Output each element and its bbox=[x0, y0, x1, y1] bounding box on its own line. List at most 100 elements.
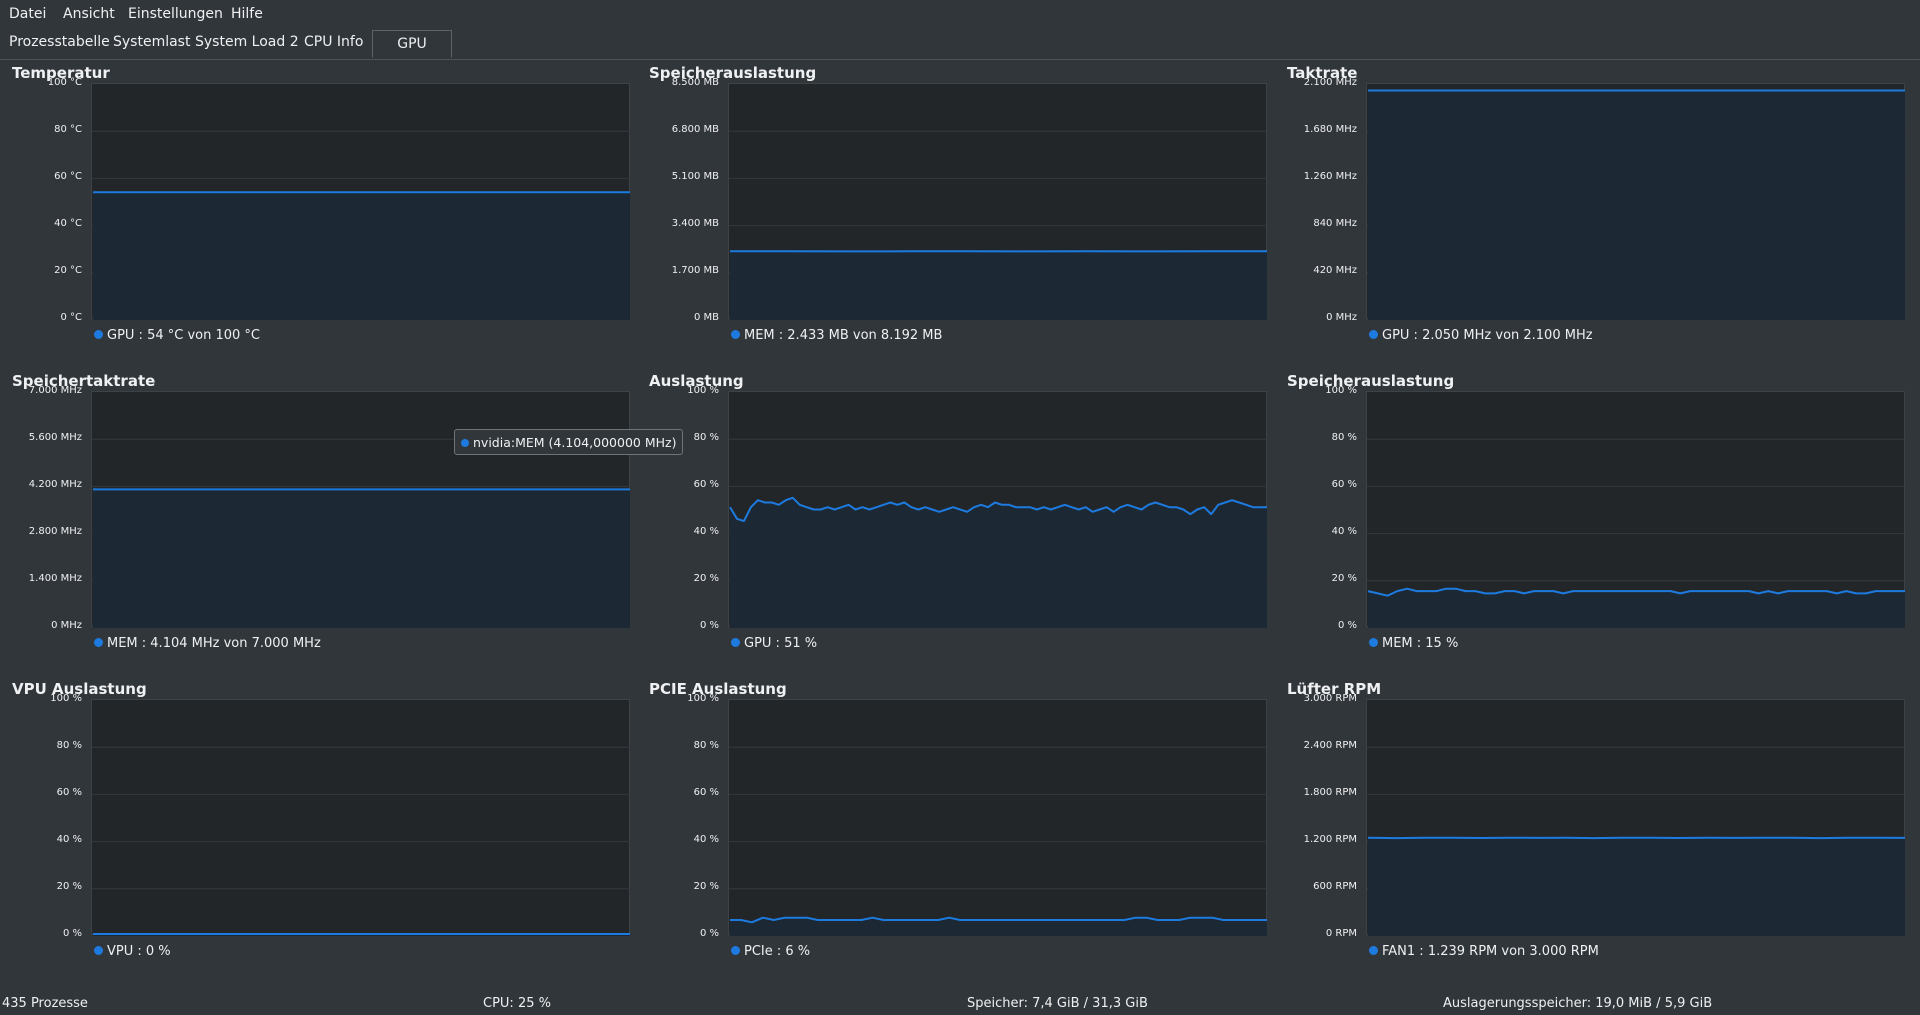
legend-text: MEM : 15 % bbox=[1382, 636, 1459, 651]
y-tick-label: 0 °C bbox=[60, 312, 82, 323]
y-tick-label: 60 °C bbox=[54, 171, 82, 182]
y-tick-label: 2.100 MHz bbox=[1303, 77, 1357, 88]
plot-area[interactable] bbox=[91, 83, 631, 320]
panel-title: Speicherauslastung bbox=[1287, 372, 1455, 390]
y-tick-label: 100 % bbox=[687, 693, 719, 704]
line-chart bbox=[92, 746, 631, 936]
y-tick-label: 1.400 MHz bbox=[28, 573, 82, 584]
tab-cpu-info[interactable]: CPU Info bbox=[304, 34, 364, 50]
legend-text: GPU : 2.050 MHz von 2.100 MHz bbox=[1382, 328, 1593, 343]
y-tick-label: 100 % bbox=[687, 385, 719, 396]
panel-title: Speichertaktrate bbox=[12, 372, 156, 390]
y-tick-label: 40 % bbox=[693, 526, 719, 537]
panel-title: Taktrate bbox=[1287, 64, 1358, 82]
line-chart bbox=[729, 746, 1268, 936]
series-line bbox=[729, 496, 1267, 523]
y-tick-label: 80 % bbox=[693, 432, 719, 443]
series-area bbox=[730, 251, 1267, 320]
series-area bbox=[93, 192, 630, 320]
y-tick-label: 100 % bbox=[1325, 385, 1357, 396]
panel-title: PCIE Auslastung bbox=[649, 680, 787, 698]
legend-item: GPU : 51 % bbox=[731, 636, 817, 651]
y-tick-label: 7.000 MHz bbox=[28, 385, 82, 396]
tab-bar: Prozesstabelle Systemlast System Load 2 … bbox=[0, 30, 1920, 60]
plot-area[interactable] bbox=[91, 699, 631, 936]
menu-einstellungen[interactable]: Einstellungen bbox=[128, 6, 223, 22]
status-swap: Auslagerungsspeicher: 19,0 MiB / 5,9 GiB bbox=[1443, 996, 1713, 1011]
sensor-panel: PCIE Auslastung 100 % 80 % 60 % 40 % 20 % 0 % P… bbox=[649, 680, 1279, 980]
series-color-dot bbox=[94, 946, 103, 955]
tab-system-load-2[interactable]: System Load 2 bbox=[195, 34, 299, 50]
series-color-dot bbox=[94, 330, 103, 339]
legend-text: PCIe : 6 % bbox=[744, 944, 811, 959]
legend-item: GPU : 2.050 MHz von 2.100 MHz bbox=[1369, 328, 1593, 343]
panel-title: Speicherauslastung bbox=[649, 64, 817, 82]
y-tick-label: 600 RPM bbox=[1313, 881, 1357, 892]
tab-prozesstabelle[interactable]: Prozesstabelle bbox=[9, 34, 110, 50]
y-tick-label: 6.800 MB bbox=[671, 124, 719, 135]
legend-item: VPU : 0 % bbox=[94, 944, 171, 959]
y-tick-label: 80 % bbox=[1331, 432, 1357, 443]
line-chart bbox=[92, 130, 631, 320]
menu-hilfe[interactable]: Hilfe bbox=[231, 6, 263, 22]
y-tick-label: 420 MHz bbox=[1313, 265, 1357, 276]
tab-gpu[interactable]: GPU bbox=[372, 30, 452, 58]
tooltip-series-dot bbox=[461, 439, 469, 447]
plot-area[interactable] bbox=[728, 699, 1268, 936]
y-tick-label: 80 °C bbox=[54, 124, 82, 135]
sensor-panel: Taktrate 2.100 MHz 1.680 MHz 1.260 MHz 840 M… bbox=[1287, 64, 1917, 364]
sensor-panel: Auslastung 100 % 80 % 60 % 40 % 20 % 0 % GPU : … bbox=[649, 372, 1279, 672]
sensor-panel: Temperatur 100 °C 80 °C 60 °C 40 °C 20 °C 0 °C… bbox=[12, 64, 642, 364]
legend-item: MEM : 2.433 MB von 8.192 MB bbox=[731, 328, 942, 343]
plot-area[interactable] bbox=[1366, 391, 1906, 628]
y-tick-label: 100 °C bbox=[47, 77, 82, 88]
y-tick-label: 60 % bbox=[56, 787, 82, 798]
panel-title: Auslastung bbox=[649, 372, 744, 390]
y-tick-label: 40 % bbox=[56, 834, 82, 845]
line-chart bbox=[1367, 89, 1906, 320]
y-tick-label: 20 % bbox=[693, 573, 719, 584]
menu-ansicht[interactable]: Ansicht bbox=[63, 6, 115, 22]
plot-area[interactable] bbox=[1366, 699, 1906, 936]
series-color-dot bbox=[731, 946, 740, 955]
panel-title: Temperatur bbox=[12, 64, 110, 82]
y-tick-label: 0 % bbox=[62, 928, 82, 939]
plot-area[interactable] bbox=[728, 391, 1268, 628]
status-bar: 435 Prozesse CPU: 25 % Speicher: 7,4 GiB… bbox=[0, 994, 1920, 1015]
line-chart bbox=[92, 438, 631, 628]
y-tick-label: 100 % bbox=[50, 693, 82, 704]
line-chart bbox=[729, 438, 1268, 628]
legend-item: PCIe : 6 % bbox=[731, 944, 810, 959]
tab-systemlast[interactable]: Systemlast bbox=[113, 34, 191, 50]
plot-area[interactable] bbox=[728, 83, 1268, 320]
y-tick-label: 0 RPM bbox=[1325, 928, 1357, 939]
y-tick-label: 0 % bbox=[699, 928, 719, 939]
series-line bbox=[1367, 587, 1905, 597]
series-area bbox=[1368, 90, 1905, 320]
sensor-panel: Speichertaktrate 7.000 MHz 5.600 MHz 4.200 … bbox=[12, 372, 642, 672]
sensor-panel: Speicherauslastung 8.500 MB 6.800 MB 5.100 … bbox=[649, 64, 1279, 364]
legend-text: VPU : 0 % bbox=[107, 944, 171, 959]
y-tick-label: 60 % bbox=[1331, 479, 1357, 490]
y-tick-label: 20 °C bbox=[54, 265, 82, 276]
y-tick-label: 1.800 RPM bbox=[1303, 787, 1357, 798]
panel-title: Lüfter RPM bbox=[1287, 680, 1382, 698]
status-processes: 435 Prozesse bbox=[2, 996, 88, 1011]
menu-datei[interactable]: Datei bbox=[9, 6, 47, 22]
y-tick-label: 4.200 MHz bbox=[28, 479, 82, 490]
y-tick-label: 1.700 MB bbox=[671, 265, 719, 276]
y-tick-label: 0 MB bbox=[693, 312, 719, 323]
y-tick-label: 0 % bbox=[699, 620, 719, 631]
y-tick-label: 20 % bbox=[693, 881, 719, 892]
line-chart bbox=[1367, 746, 1906, 936]
y-tick-label: 5.600 MHz bbox=[28, 432, 82, 443]
plot-area[interactable] bbox=[1366, 83, 1906, 320]
series-line bbox=[730, 916, 1267, 924]
y-tick-label: 20 % bbox=[1331, 573, 1357, 584]
plot-area[interactable] bbox=[91, 391, 631, 628]
y-tick-label: 8.500 MB bbox=[671, 77, 719, 88]
line-chart bbox=[729, 130, 1268, 320]
legend-item: MEM : 15 % bbox=[1369, 636, 1458, 651]
legend-item: MEM : 4.104 MHz von 7.000 MHz bbox=[94, 636, 321, 651]
chart-tooltip: nvidia:MEM (4.104,000000 MHz) bbox=[454, 429, 684, 455]
